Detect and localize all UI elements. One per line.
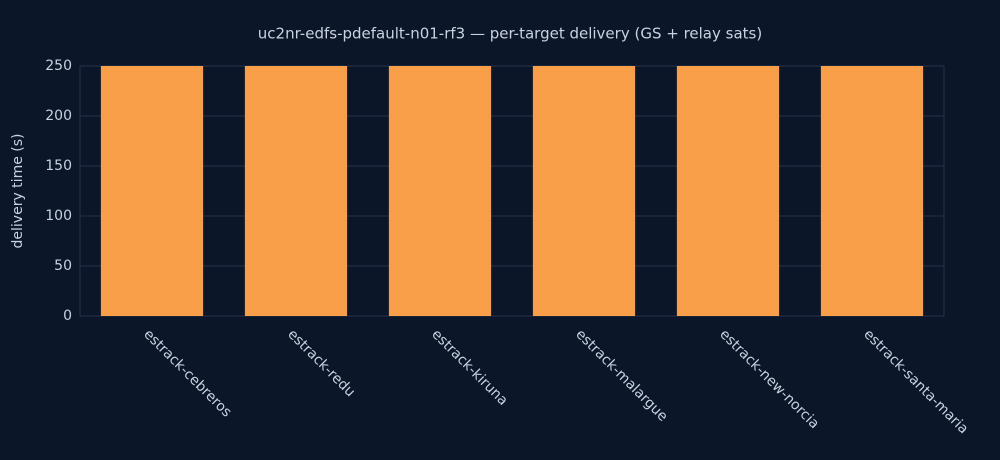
y-tick-label: 0 bbox=[63, 308, 72, 324]
bar bbox=[820, 66, 924, 316]
bar bbox=[532, 66, 636, 316]
y-tick-label: 200 bbox=[45, 108, 72, 124]
y-tick-label: 100 bbox=[45, 208, 72, 224]
bar bbox=[676, 66, 780, 316]
chart-title: uc2nr-edfs-pdefault-n01-rf3 — per-target… bbox=[258, 25, 762, 43]
bar bbox=[100, 66, 204, 316]
y-axis-label: delivery time (s) bbox=[10, 134, 26, 249]
y-tick-label: 250 bbox=[45, 58, 72, 74]
y-tick-label: 150 bbox=[45, 158, 72, 174]
y-tick-label: 50 bbox=[54, 258, 72, 274]
bar bbox=[388, 66, 492, 316]
bar bbox=[244, 66, 348, 316]
